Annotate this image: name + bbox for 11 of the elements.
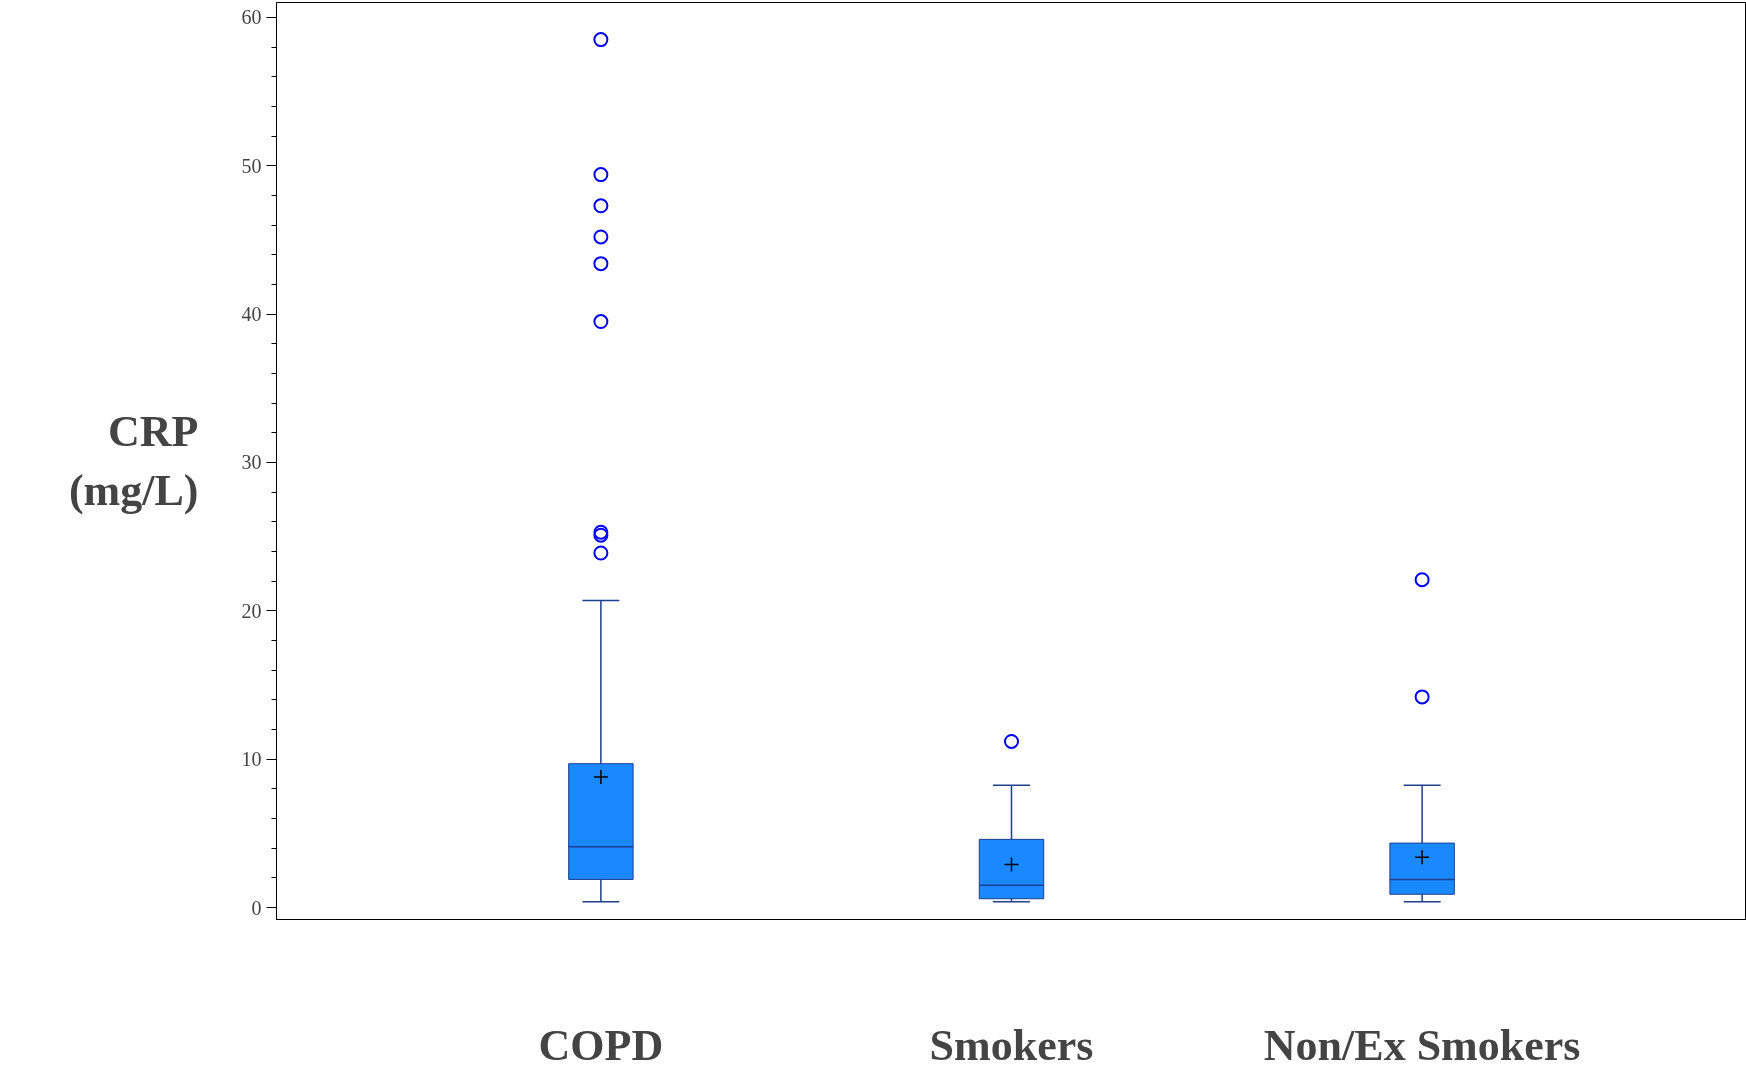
x-tick-label: Non/Ex Smokers: [1263, 1020, 1581, 1070]
y-tick-label: 60: [241, 6, 262, 29]
y-tick-label: 20: [241, 599, 262, 622]
y-tick-label: 10: [241, 748, 262, 771]
y-tick-label: 0: [251, 896, 262, 919]
y-tick-label: 50: [241, 154, 262, 177]
x-tick-label: COPD: [538, 1020, 664, 1070]
y-tick-label: 40: [241, 303, 262, 326]
y-tick-label: 30: [241, 451, 262, 474]
y-axis-title: CRP (mg/L): [68, 407, 199, 515]
x-tick-label: Smokers: [929, 1020, 1094, 1070]
